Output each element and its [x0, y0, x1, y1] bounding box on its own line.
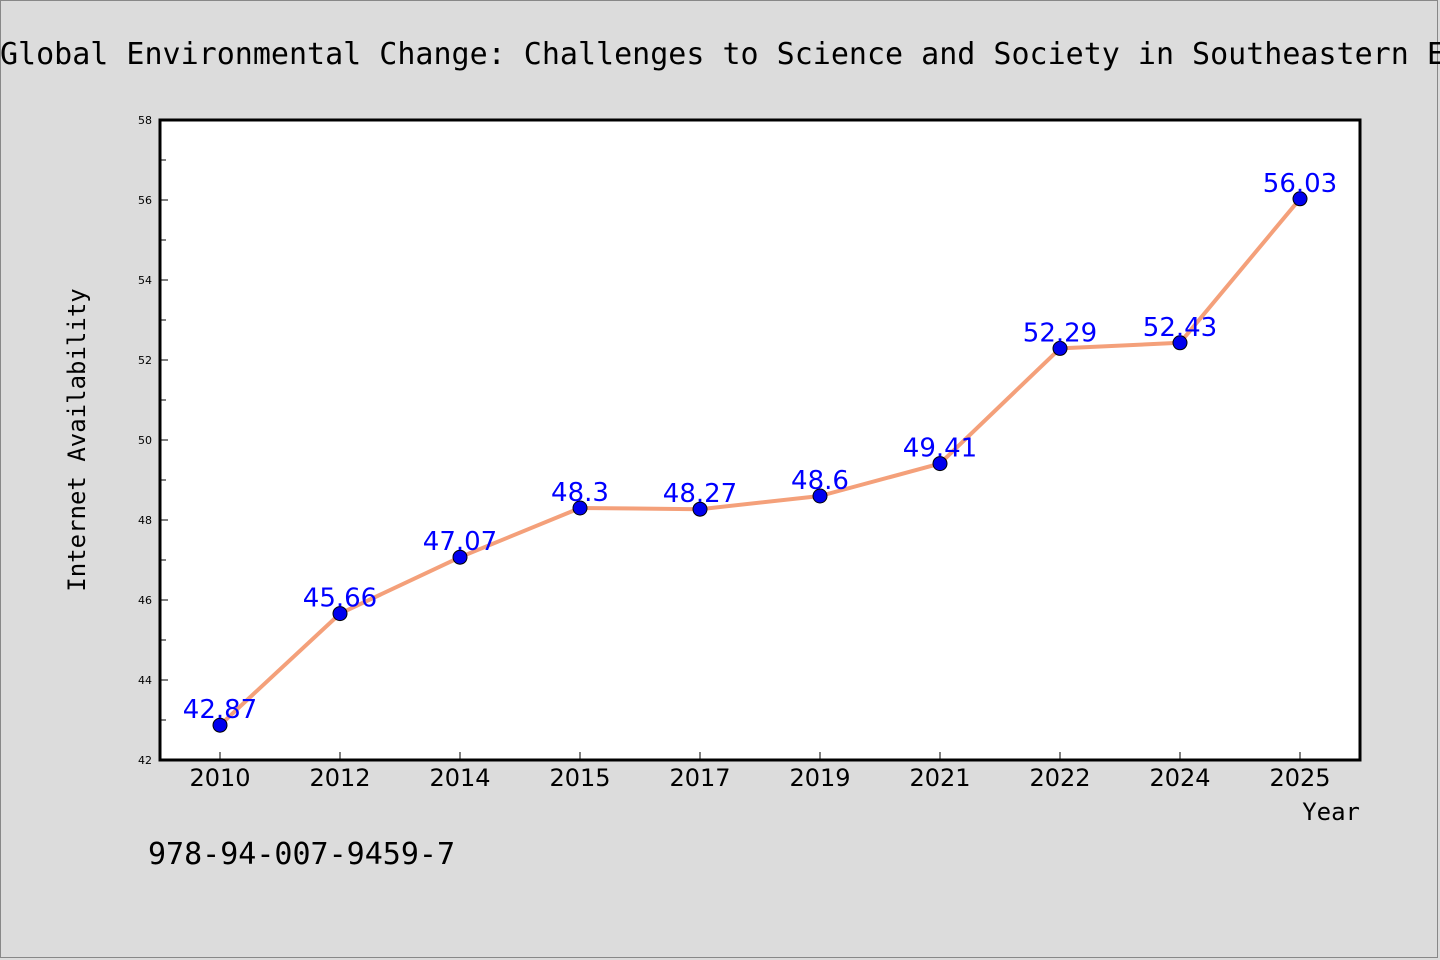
- data-labels: 42.87 45.66 47.07 48.3 48.27 48.6 49.41 52.29 52…: [183, 169, 1337, 725]
- data-point: [812, 488, 828, 504]
- y-tick-label: 50: [138, 434, 152, 447]
- x-tick-label: 2022: [1029, 764, 1090, 792]
- data-point: [932, 456, 948, 472]
- data-label: 42.87: [183, 695, 257, 725]
- y-tick-label: 44: [138, 674, 152, 687]
- data-label: 48.27: [663, 479, 737, 509]
- y-tick-label: 46: [138, 594, 152, 607]
- data-point: [452, 549, 468, 565]
- data-point: [332, 606, 348, 622]
- data-label: 56.03: [1263, 169, 1337, 199]
- data-point: [1172, 335, 1188, 351]
- y-tick-label: 56: [138, 194, 152, 207]
- x-tick-label: 2024: [1149, 764, 1210, 792]
- y-tick-label: 52: [138, 354, 152, 367]
- isbn-text: 978-94-007-9459-7: [148, 837, 455, 872]
- data-point: [692, 501, 708, 517]
- plot-area: [158, 118, 1362, 762]
- x-tick-label: 2010: [189, 764, 250, 792]
- x-tick-label: 2017: [669, 764, 730, 792]
- data-label: 48.6: [791, 466, 849, 496]
- chart-title: Global Environmental Change: Challenges …: [0, 37, 1440, 72]
- y-axis: 42 44 46 48 50 52 54 56 58: [138, 114, 168, 767]
- x-tick-label: 2025: [1269, 764, 1330, 792]
- x-tick-label: 2019: [789, 764, 850, 792]
- x-tick-label: 2014: [429, 764, 490, 792]
- data-label: 45.66: [303, 584, 377, 614]
- x-tick-label: 2021: [909, 764, 970, 792]
- data-point: [572, 500, 588, 516]
- y-tick-label: 42: [138, 754, 152, 767]
- data-label: 52.43: [1143, 313, 1217, 343]
- y-tick-label: 54: [138, 274, 152, 287]
- y-tick-label: 48: [138, 514, 152, 527]
- series-line: [218, 197, 1302, 727]
- data-label: 52.29: [1023, 318, 1097, 348]
- data-label: 47.07: [423, 527, 497, 557]
- data-point: [212, 717, 228, 733]
- data-label: 49.41: [903, 434, 977, 464]
- data-point: [1052, 340, 1068, 356]
- x-axis-label: Year: [1302, 798, 1360, 826]
- x-tick-label: 2015: [549, 764, 610, 792]
- y-tick-label: 58: [138, 114, 152, 127]
- data-label: 48.3: [551, 478, 609, 508]
- data-point: [1292, 191, 1308, 207]
- y-axis-label: Internet Availability: [63, 288, 91, 591]
- x-tick-label: 2012: [309, 764, 370, 792]
- x-axis: 2010 2012 2014 2015 2017 2019 2021 2022 2024 2025: [189, 752, 1331, 792]
- data-points: [212, 191, 1308, 733]
